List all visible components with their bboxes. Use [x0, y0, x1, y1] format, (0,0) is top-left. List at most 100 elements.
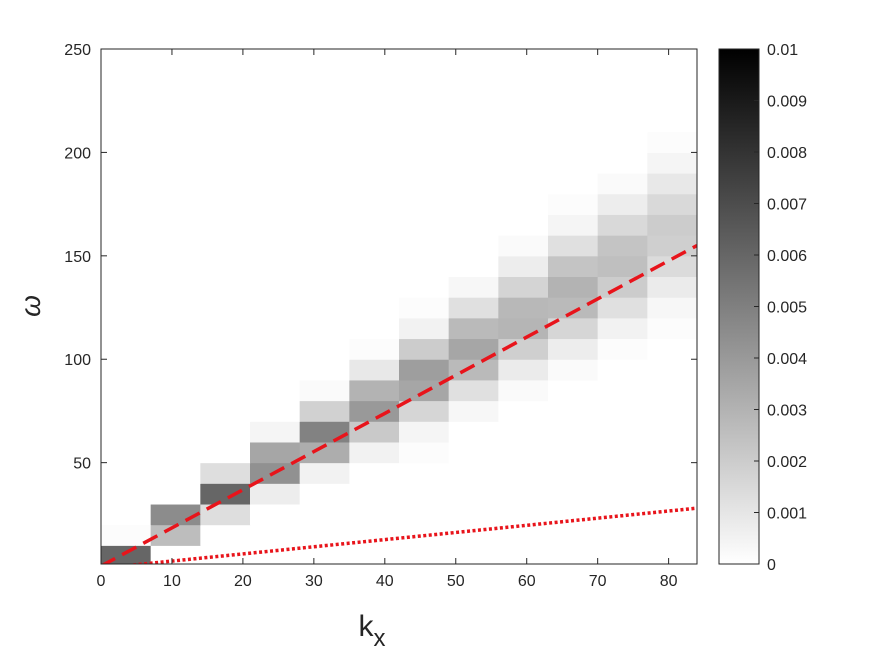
heat-cell [250, 214, 301, 236]
heat-cell [548, 193, 599, 215]
axes: 0 10 20 30 40 50 60 70 80 50 100 150 200 250 0 0.001 0.0… [64, 42, 807, 590]
heat-cell [101, 193, 152, 215]
heat-cell [448, 297, 499, 319]
heat-cell [399, 483, 450, 505]
heat-cell [150, 441, 201, 464]
heat-cell [647, 131, 697, 153]
heat-cell [647, 111, 697, 133]
heat-cell [399, 276, 450, 298]
heat-cell [150, 255, 201, 278]
heat-cell [448, 545, 499, 564]
heat-cell [548, 276, 599, 298]
heat-cell [349, 317, 400, 340]
heat-cell [498, 483, 549, 505]
heat-cell [200, 193, 251, 215]
heat-cell [299, 317, 350, 340]
heat-cell [299, 276, 350, 298]
heat-cell [597, 214, 648, 236]
heat-cell [250, 338, 301, 360]
heat-cell [647, 441, 697, 464]
heat-cell [200, 152, 251, 174]
heat-cell [150, 421, 201, 443]
y-axis-label: ω [15, 295, 46, 317]
heat-cell [200, 111, 251, 133]
heat-cell [548, 49, 599, 71]
x-tick-label: 30 [305, 573, 323, 590]
lines [101, 243, 697, 564]
heat-cell [250, 359, 301, 381]
heat-cell [349, 111, 400, 133]
heat-cell [250, 90, 301, 112]
heat-cell [597, 338, 648, 360]
heat-cell [250, 276, 301, 298]
heat-cell [548, 317, 599, 340]
heat-cell [349, 379, 400, 402]
colorbar-tick-label: 0.01 [767, 42, 798, 59]
heat-cell [299, 524, 350, 546]
heat-cell [250, 483, 301, 505]
plot-frame [100, 48, 698, 565]
heat-cell [597, 400, 648, 422]
heat-cell [299, 173, 350, 195]
heat-cell [548, 545, 599, 564]
heat-cell [349, 193, 400, 215]
heat-cell [250, 131, 301, 153]
heat-cell [101, 441, 152, 464]
heat-cell [200, 545, 251, 564]
heat-cell [597, 152, 648, 174]
heat-cell [200, 131, 251, 153]
heat-cell [399, 359, 450, 381]
heat-cell [299, 193, 350, 215]
heat-cell [498, 131, 549, 153]
heat-cell [200, 421, 251, 443]
heat-cell [299, 111, 350, 133]
heat-cell [399, 297, 450, 319]
heat-cell [448, 276, 499, 298]
heat-cell [647, 297, 697, 319]
heat-cell [200, 359, 251, 381]
heat-cell [150, 193, 201, 215]
heat-cell [647, 49, 697, 71]
heat-cell [349, 276, 400, 298]
heat-cell [647, 255, 697, 278]
heat-cell [448, 338, 499, 360]
heat-cell [101, 255, 152, 278]
heat-cell [299, 152, 350, 174]
heat-cell [498, 193, 549, 215]
heat-cell [647, 90, 697, 112]
heat-cell [150, 483, 201, 505]
heat-cell [349, 214, 400, 236]
heat-cell [200, 338, 251, 360]
heat-cell [349, 173, 400, 195]
heat-cell [101, 297, 152, 319]
heat-cell [250, 441, 301, 464]
heat-cell [597, 111, 648, 133]
x-tick-label: 50 [447, 573, 465, 590]
heat-cell [101, 359, 152, 381]
heat-cell [399, 441, 450, 464]
heat-cell [101, 462, 152, 484]
colorbar-tick-label: 0.004 [767, 351, 807, 368]
heat-cell [399, 131, 450, 153]
heat-cell [498, 504, 549, 526]
heat-cell [101, 131, 152, 153]
heat-cell [399, 338, 450, 360]
heat-cell [498, 317, 549, 340]
heat-cell [647, 545, 697, 564]
heat-cell [399, 193, 450, 215]
heat-cell [101, 276, 152, 298]
heat-cell [299, 235, 350, 257]
colorbar-tick-label: 0.003 [767, 403, 807, 420]
heat-cell [647, 359, 697, 381]
heat-cell [448, 173, 499, 195]
heat-cell [498, 297, 549, 319]
heat-cell [647, 152, 697, 174]
heat-cell [200, 297, 251, 319]
heat-cell [498, 214, 549, 236]
heat-cell [299, 338, 350, 360]
heat-cell [250, 317, 301, 340]
heat-cell [647, 462, 697, 484]
heat-cell [548, 359, 599, 381]
